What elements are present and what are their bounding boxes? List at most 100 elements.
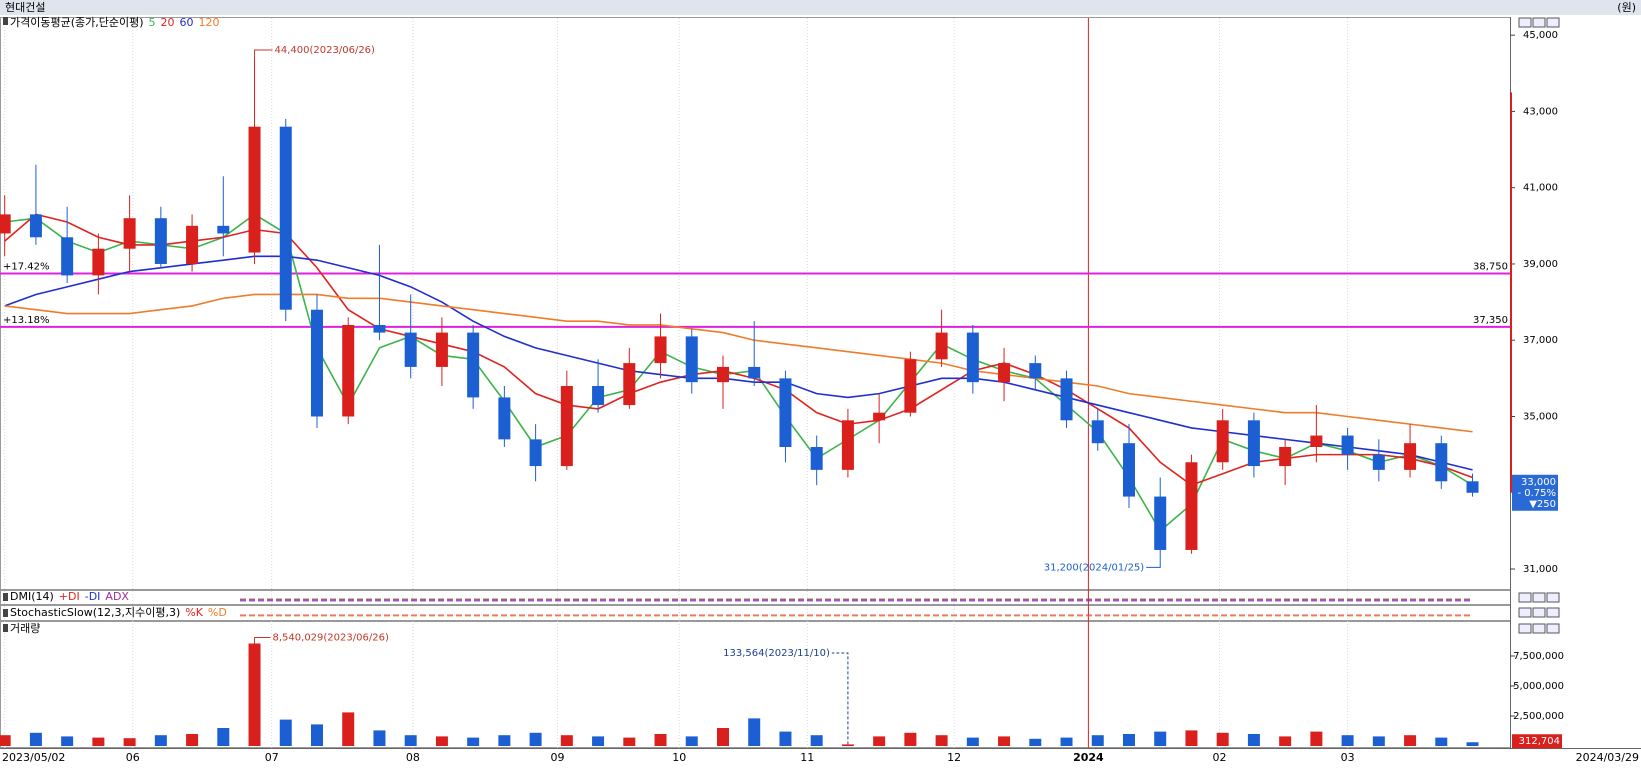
candle-body — [1247, 420, 1260, 467]
button[interactable] — [1532, 607, 1546, 618]
y-tick-label: 45,000 — [1523, 30, 1558, 41]
volume-label: 거래량 — [10, 622, 40, 635]
button[interactable] — [1518, 623, 1532, 634]
stoch-panel — [0, 605, 1511, 621]
indicator-legend: %D — [208, 606, 227, 619]
button[interactable] — [1518, 607, 1532, 618]
last-change-pct: - 0.75% — [1517, 488, 1556, 499]
volume-bar — [1310, 731, 1323, 746]
candle-body — [92, 248, 105, 276]
candle-body — [404, 332, 417, 367]
candle-body — [1091, 420, 1104, 444]
button[interactable] — [1518, 17, 1532, 28]
annotation: 8,540,029(2023/06/26) — [273, 633, 389, 644]
title-bar — [0, 0, 1641, 15]
candle-body — [61, 237, 74, 276]
legend-entry: 60 — [180, 16, 194, 29]
y-tick-label: 39,000 — [1523, 259, 1558, 270]
x-end-label: 2024/03/29 — [1576, 751, 1639, 764]
candle-body — [154, 218, 167, 264]
candle-body — [123, 218, 136, 249]
panel-buttons[interactable] — [1518, 17, 1560, 634]
x-tick-label: 11 — [800, 751, 814, 764]
candle-body — [685, 336, 698, 383]
volume-bar — [1466, 742, 1479, 746]
x-tick-label: 03 — [1341, 751, 1355, 764]
volume-bar — [1122, 734, 1135, 746]
button[interactable] — [1532, 17, 1546, 28]
volume-bar — [873, 736, 886, 746]
volume-bar — [560, 735, 573, 746]
volume-bar — [810, 735, 823, 746]
reference-pct-label: +13.18% — [3, 315, 50, 326]
moving-average-line — [4, 293, 1473, 433]
volume-tick-label: 5,000,000 — [1513, 681, 1564, 692]
candle-body — [248, 126, 261, 253]
x-tick-label: 2023/05/02 — [2, 751, 65, 764]
candle-body — [1435, 443, 1448, 482]
button[interactable] — [1546, 592, 1560, 603]
volume-bar — [467, 737, 480, 746]
price-box — [1512, 474, 1558, 511]
volume-bar — [998, 736, 1011, 746]
annotation: 44,400(2023/06/26) — [275, 45, 376, 56]
candle-body — [904, 359, 917, 413]
button[interactable] — [1546, 17, 1560, 28]
button[interactable] — [1532, 592, 1546, 603]
last-price: 33,000 — [1521, 477, 1556, 488]
indicator-icon — [3, 609, 8, 617]
volume-bar — [342, 712, 355, 746]
button[interactable] — [1546, 607, 1560, 618]
candle-body — [342, 324, 355, 417]
volume-bar — [498, 735, 511, 746]
x-tick-label: 12 — [947, 751, 961, 764]
volume-bar — [29, 732, 42, 746]
x-tick-label: 09 — [550, 751, 564, 764]
candle-body — [748, 366, 761, 379]
candle-body — [841, 420, 854, 470]
candle-body — [873, 412, 886, 421]
candle-body — [529, 439, 542, 467]
button[interactable] — [1518, 592, 1532, 603]
indicator-icon — [3, 593, 8, 601]
price-panel — [0, 17, 1511, 590]
x-tick-label: 07 — [265, 751, 279, 764]
reference-value-label: 38,750 — [1473, 261, 1508, 272]
button[interactable] — [1546, 623, 1560, 634]
volume-bar — [654, 734, 667, 746]
volume-bar — [1404, 735, 1417, 746]
volume-bar — [373, 730, 386, 746]
candle-body — [654, 336, 667, 364]
indicator-legend: -DI — [85, 590, 101, 603]
candle-body — [467, 332, 480, 398]
volume-bar — [123, 738, 136, 746]
button[interactable] — [1532, 623, 1546, 634]
volume-bar — [1279, 736, 1292, 746]
candle-body — [1341, 435, 1354, 455]
indicator-label: StochasticSlow(12,3,지수이평,3) — [10, 606, 180, 619]
volume-bar — [279, 719, 292, 746]
candle-body — [186, 225, 199, 264]
reference-value-label: 37,350 — [1473, 315, 1508, 326]
volume-bar — [1185, 730, 1198, 746]
last-change: ▼250 — [1529, 499, 1556, 510]
candle-body — [935, 332, 948, 360]
volume-bar — [841, 744, 854, 746]
volume-bar — [1029, 738, 1042, 746]
volume-bar — [1341, 735, 1354, 746]
candle-body — [1216, 420, 1229, 463]
candle-body — [1122, 443, 1135, 497]
y-tick-label: 43,000 — [1523, 106, 1558, 117]
volume-bar — [92, 737, 105, 746]
volume-bar — [592, 736, 605, 746]
candle-body — [716, 366, 729, 383]
candle-body — [279, 126, 292, 310]
unit-label: (원) — [1617, 1, 1636, 14]
volume-bar — [1091, 735, 1104, 746]
volume-bar — [1372, 736, 1385, 746]
volume-bar — [217, 728, 230, 746]
candle-body — [1404, 443, 1417, 470]
annotation: 133,564(2023/11/10) — [723, 648, 830, 659]
legend-label: 가격이동평균(종가,단순이평) — [10, 16, 144, 29]
